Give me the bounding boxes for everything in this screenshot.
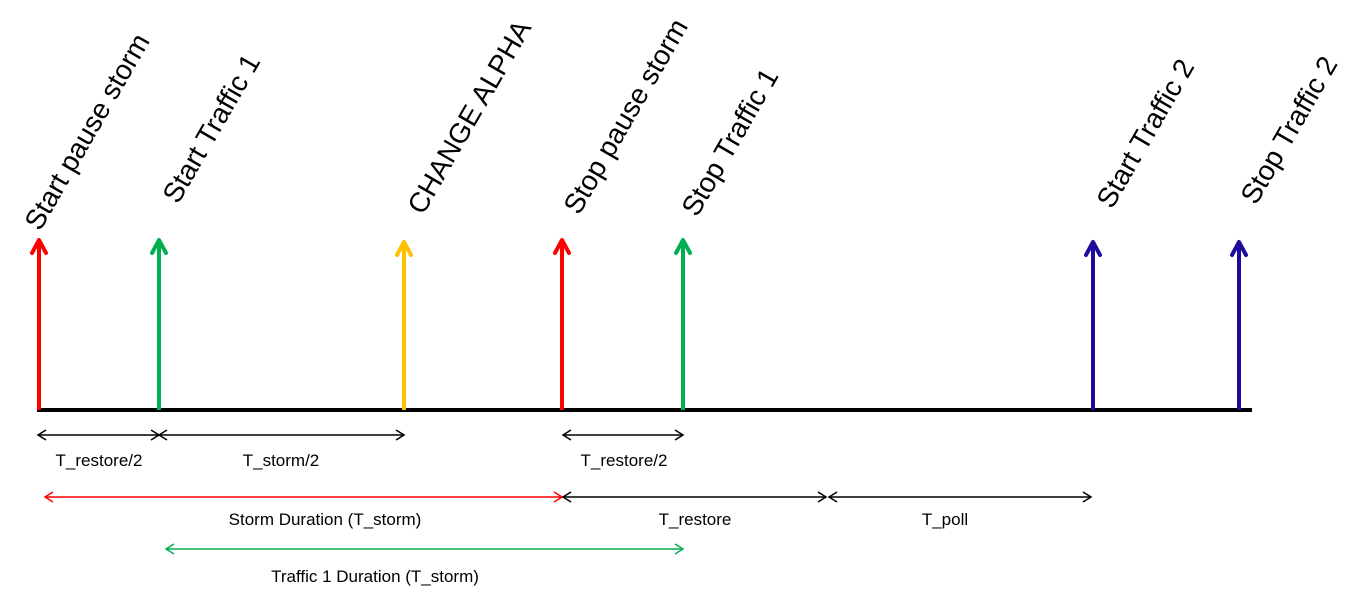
t-storm-half-interval: T_storm/2	[157, 429, 406, 470]
t-restore-label: T_restore	[659, 510, 732, 529]
t-poll-right-head	[1082, 491, 1093, 503]
start-traffic-1-event: Start Traffic 1	[150, 49, 266, 410]
stop-traffic-1-arrow-head	[674, 238, 692, 255]
change-alpha-label: CHANGE ALPHA	[401, 15, 537, 219]
event-markers: Start pause storm Start Traffic 1 CHANGE A…	[18, 13, 1343, 410]
stop-pause-storm-event: Stop pause storm	[553, 13, 694, 410]
t-restore-half-1-interval: T_restore/2	[36, 429, 161, 470]
t-restore-half-2-left-head	[561, 429, 572, 441]
t-storm-half-left-head	[157, 429, 168, 441]
traffic-1-duration-interval: Traffic 1 Duration (T_storm)	[164, 543, 685, 586]
interval-markers: T_restore/2 T_storm/2 T_restore/2 Storm Dur…	[36, 429, 1093, 586]
t-poll-label: T_poll	[922, 510, 968, 529]
start-traffic-2-event: Start Traffic 2	[1084, 54, 1200, 410]
change-alpha-arrow-head	[395, 240, 413, 257]
traffic-1-duration-left-head	[164, 543, 175, 555]
change-alpha-event: CHANGE ALPHA	[395, 15, 537, 410]
stop-traffic-1-label: Stop Traffic 1	[675, 63, 784, 221]
start-traffic-2-arrow-head	[1084, 240, 1102, 257]
t-restore-half-2-interval: T_restore/2	[561, 429, 685, 470]
stop-traffic-2-arrow-head	[1230, 240, 1248, 257]
t-poll-left-head	[827, 491, 838, 503]
start-pause-storm-arrow-head	[30, 238, 48, 255]
t-restore-half-2-right-head	[674, 429, 685, 441]
t-storm-half-right-head	[395, 429, 406, 441]
start-pause-storm-event: Start pause storm	[18, 28, 156, 410]
start-traffic-1-label: Start Traffic 1	[156, 49, 266, 208]
stop-traffic-2-label: Stop Traffic 2	[1234, 51, 1343, 209]
stop-traffic-2-event: Stop Traffic 2	[1230, 51, 1343, 410]
t-restore-half-2-label: T_restore/2	[581, 451, 668, 470]
t-storm-half-label: T_storm/2	[243, 451, 320, 470]
t-poll-interval: T_poll	[827, 491, 1093, 529]
stop-pause-storm-arrow-head	[553, 238, 571, 255]
t-restore-half-1-left-head	[36, 429, 47, 441]
storm-duration-label: Storm Duration (T_storm)	[229, 510, 422, 529]
storm-duration-interval: Storm Duration (T_storm)	[43, 491, 564, 529]
start-traffic-1-arrow-head	[150, 238, 168, 255]
t-restore-interval: T_restore	[561, 491, 828, 529]
stop-pause-storm-label: Stop pause storm	[557, 13, 694, 219]
storm-duration-left-head	[43, 491, 54, 503]
t-restore-half-1-label: T_restore/2	[56, 451, 143, 470]
traffic-1-duration-right-head	[674, 543, 685, 555]
start-traffic-2-label: Start Traffic 2	[1090, 54, 1200, 213]
t-restore-right-head	[817, 491, 828, 503]
start-pause-storm-label: Start pause storm	[18, 28, 155, 235]
stop-traffic-1-event: Stop Traffic 1	[674, 63, 784, 410]
traffic-1-duration-label: Traffic 1 Duration (T_storm)	[271, 567, 479, 586]
t-restore-left-head	[561, 491, 572, 503]
